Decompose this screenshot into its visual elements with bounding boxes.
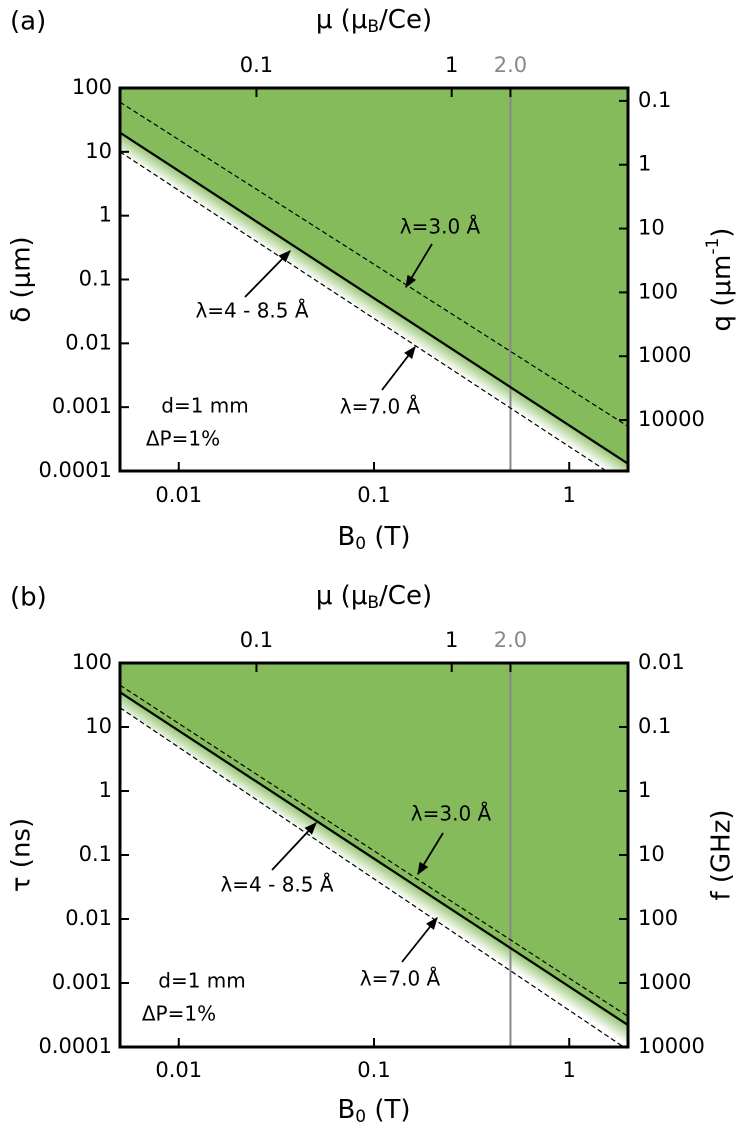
y-tick-label: 100 [72,650,112,674]
x2-axis-title-part: B [367,593,379,613]
region-fill [120,88,628,464]
y-tick-label: 10 [85,139,112,163]
line [120,691,628,1027]
x2-axis-title-part: /Ce) [379,581,432,611]
annotation: ΔP=1% [146,427,220,451]
y2-axis-title: q (μm-1) [703,228,737,332]
plot-area [120,88,628,471]
y2-tick-label: 10000 [638,407,705,431]
y2-tick-label: 0.1 [638,714,671,738]
x2-tick-label: 1 [445,53,458,77]
x-axis-title-part: 0 [355,1107,366,1127]
annotation: λ=4 - 8.5 Å [220,873,333,897]
line [120,684,628,1017]
annotation: λ=3.0 Å [400,215,481,239]
x2-tick-label: 1 [445,628,458,652]
annotation: λ=7.0 Å [360,967,441,991]
x2-tick-label: 0.1 [240,628,273,652]
annotation: λ=4 - 8.5 Å [195,299,308,323]
line [120,131,628,465]
arrow [417,832,444,876]
panel-label: (b) [10,583,47,613]
fade-band [120,132,628,471]
x2-axis-title-part: /Ce) [379,5,432,35]
annotation: ΔP=1% [142,1002,216,1026]
y2-axis-title: f (GHz) [707,809,737,900]
y-tick-label: 10 [85,714,112,738]
x-axis-title-part: (T) [366,522,410,552]
x-tick-label: 1 [563,1058,576,1082]
plot-area [120,663,628,1047]
y-tick-label: 100 [72,75,112,99]
y-tick-label: 0.1 [79,267,112,291]
annotation: λ=3.0 Å [411,802,492,826]
region-fill [120,663,628,1026]
x-tick-label: 0.1 [357,1058,390,1082]
y-tick-label: 0.0001 [39,458,112,482]
y-tick-label: 1 [99,203,112,227]
x-axis-title: B0 (T) [337,522,410,555]
panel-label: (a) [10,7,46,37]
x2-axis-title-part: μ (μ [316,5,368,35]
y-axis-title: δ (μm) [7,236,37,322]
arrow [271,822,317,871]
y-tick-label: 0.01 [65,906,112,930]
annotation: d=1 mm [158,969,246,993]
arrow [381,346,416,391]
y-tick-label: 0.0001 [39,1034,112,1058]
x2-tick-label: 0.1 [240,53,273,77]
y2-tick-label: 0.01 [638,650,685,674]
y-tick-label: 0.001 [52,394,112,418]
y2-tick-label: 1 [638,778,651,802]
y2-tick-label: 10 [638,842,665,866]
arrow [244,250,291,298]
y2-axis-title-part: ) [707,228,737,238]
y-tick-label: 0.1 [79,842,112,866]
x-tick-label: 0.1 [357,483,390,507]
y2-axis-title-part: -1 [703,238,723,255]
x-axis-title-part: B [337,522,355,552]
x2-axis-title: μ (μB/Ce) [316,581,432,614]
y-axis-title: τ (ns) [7,818,37,892]
y2-axis-title-part: q (μm [707,255,737,332]
annotation: d=1 mm [161,394,249,418]
x-axis-title: B0 (T) [337,1095,410,1128]
arrow [405,243,433,289]
y2-tick-label: 1 [638,152,651,176]
line [120,151,608,471]
x2-tick-label: 2.0 [494,53,527,77]
y2-tick-label: 10 [638,216,665,240]
arrows [244,243,444,963]
fade-band [120,692,628,1047]
line [120,101,628,427]
y2-tick-label: 10000 [638,1034,705,1058]
x-tick-label: 1 [563,483,576,507]
y2-tick-label: 0.1 [638,88,671,112]
x2-axis-title-part: μ (μ [316,581,368,611]
y2-tick-label: 100 [638,279,678,303]
x2-axis-title-part: B [367,17,379,37]
x-tick-label: 0.01 [155,483,202,507]
x2-tick-label: 2.0 [494,628,527,652]
plots: 0.01 0.1 10.1 1 2.00.00010.0010.010.11101000… [7,5,737,1128]
y-tick-label: 0.001 [52,970,112,994]
y2-tick-label: 100 [638,906,678,930]
y2-tick-label: 1000 [638,970,691,994]
x2-axis-title: μ (μB/Ce) [316,5,432,38]
line [120,707,625,1047]
y-tick-label: 1 [99,778,112,802]
x-axis-title-part: (T) [366,1095,410,1125]
x-axis-title-part: 0 [355,534,366,554]
y2-tick-label: 1000 [638,343,691,367]
y-tick-label: 0.01 [65,330,112,354]
x-axis-title-part: B [337,1095,355,1125]
arrow [401,917,438,963]
annotation: λ=7.0 Å [340,395,421,419]
x-tick-label: 0.01 [155,1058,202,1082]
